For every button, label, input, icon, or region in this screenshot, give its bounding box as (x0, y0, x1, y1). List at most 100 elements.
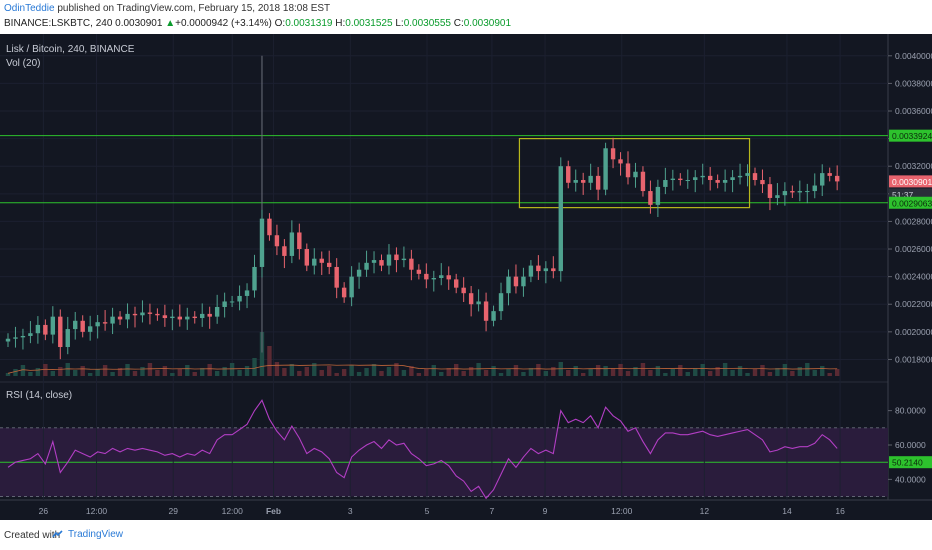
volume-bar (319, 370, 324, 376)
chart-svg[interactable]: 0.0018000 0.0020000 0.0022000 0.0024000 0.00… (0, 34, 932, 520)
volume-bar (5, 373, 11, 376)
volume-ma-line (7, 364, 838, 374)
candle-body (319, 258, 324, 263)
candle-body (207, 313, 212, 317)
brand-label: TradingView (68, 529, 124, 540)
volume-bar (356, 372, 362, 376)
time-tick-label: 12:00 (611, 506, 633, 516)
volume-bar (760, 365, 765, 376)
candle-body (229, 301, 235, 303)
time-tick-label: 14 (782, 506, 792, 516)
volume-bar (20, 365, 26, 376)
volume-bar (700, 364, 705, 376)
candle-body (431, 278, 436, 280)
volume-bar (707, 371, 713, 376)
volume-bar (341, 369, 347, 376)
candle-body (5, 338, 11, 342)
volume-bar (827, 373, 832, 376)
candle-body (782, 191, 788, 196)
candle-body (65, 329, 70, 348)
author-link[interactable]: OdinTeddie (4, 3, 55, 14)
volume-bar (424, 369, 429, 376)
candle-body (132, 313, 138, 316)
candle-body (618, 159, 623, 164)
candle-body (454, 279, 459, 288)
candle-body (625, 163, 631, 178)
candle-body (289, 232, 295, 256)
publish-line: OdinTeddie published on TradingView.com,… (4, 3, 330, 14)
candle-body (87, 326, 93, 332)
chart-area[interactable]: 0.0018000 0.0020000 0.0022000 0.0024000 0.00… (0, 34, 932, 520)
bar-timer-tag: 51:37 (892, 190, 914, 200)
candle-body (715, 180, 720, 183)
high-label: H: (335, 18, 346, 29)
candle-body (95, 322, 100, 327)
current-price-tag: 0.0030901 (892, 177, 932, 187)
volume-bar (80, 366, 85, 376)
candle-body (386, 254, 392, 266)
volume-bar (155, 370, 160, 376)
candle-body (102, 322, 108, 324)
volume-bar (580, 373, 586, 376)
volume-bar (820, 366, 825, 376)
candle-body (834, 175, 840, 182)
volume-bar (43, 364, 48, 376)
candle-body (424, 273, 429, 280)
candle-body (805, 191, 810, 193)
published-text: published on TradingView.com, February 1… (54, 3, 331, 14)
volume-bar (274, 362, 280, 376)
high-value: 0.0031525 (345, 18, 393, 29)
volume-bar (618, 364, 623, 376)
volume-bar (506, 369, 511, 376)
tradingview-brand[interactable]: TradingView (52, 529, 123, 540)
ohlc-line: BINANCE:LSKBTC, 240 0.0030901 ▲+0.000094… (4, 18, 511, 29)
candle-body (603, 148, 608, 190)
candle-body (595, 175, 601, 190)
volume-bar (140, 367, 145, 376)
candle-body (43, 324, 48, 335)
low-value: 0.0030555 (403, 18, 451, 29)
candle-body (125, 313, 130, 320)
candle-body (312, 258, 317, 266)
volume-bar (498, 373, 504, 376)
candle-body (551, 268, 556, 272)
time-tick-label: 16 (835, 506, 845, 516)
volume-bar (364, 368, 369, 376)
volume-bar (693, 368, 698, 376)
volume-bar (244, 366, 250, 376)
low-label: L: (395, 18, 404, 29)
candle-body (401, 258, 407, 261)
price-tick-label: 0.0038000 (895, 78, 932, 88)
candle-body (222, 301, 227, 307)
volume-bar (775, 368, 780, 376)
time-tick-label: 12:00 (86, 506, 108, 516)
candle-body (707, 175, 713, 181)
candle-body (812, 185, 817, 192)
candle-body (185, 316, 190, 320)
volume-bar (588, 369, 593, 376)
volume-bar (58, 367, 63, 376)
candle-body (745, 173, 750, 176)
price-tick-label: 0.0020000 (895, 327, 932, 337)
time-tick-label: 26 (39, 506, 49, 516)
symbol-label: BINANCE:LSKBTC, 240 (4, 18, 113, 29)
volume-bar (371, 364, 377, 376)
rsi-value-tag-bg (889, 456, 932, 469)
volume-bar (229, 363, 235, 376)
candle-body (693, 177, 698, 181)
resistance-price-tag-bg (889, 129, 932, 142)
volume-bar (431, 365, 436, 376)
volume-bar (595, 365, 601, 376)
price-change: +0.0000942 (+3.14%) (175, 18, 272, 29)
candle-body (476, 301, 481, 305)
candle-body (252, 266, 257, 291)
volume-bar (722, 363, 728, 376)
candle-body (633, 171, 638, 178)
volume-bar (655, 366, 661, 376)
volume-bar (805, 363, 810, 376)
candle-body (177, 316, 183, 320)
volume-bar (259, 332, 265, 376)
volume-bar (386, 367, 392, 376)
price-tick-label: 0.0022000 (895, 299, 932, 309)
volume-bar (162, 366, 168, 376)
